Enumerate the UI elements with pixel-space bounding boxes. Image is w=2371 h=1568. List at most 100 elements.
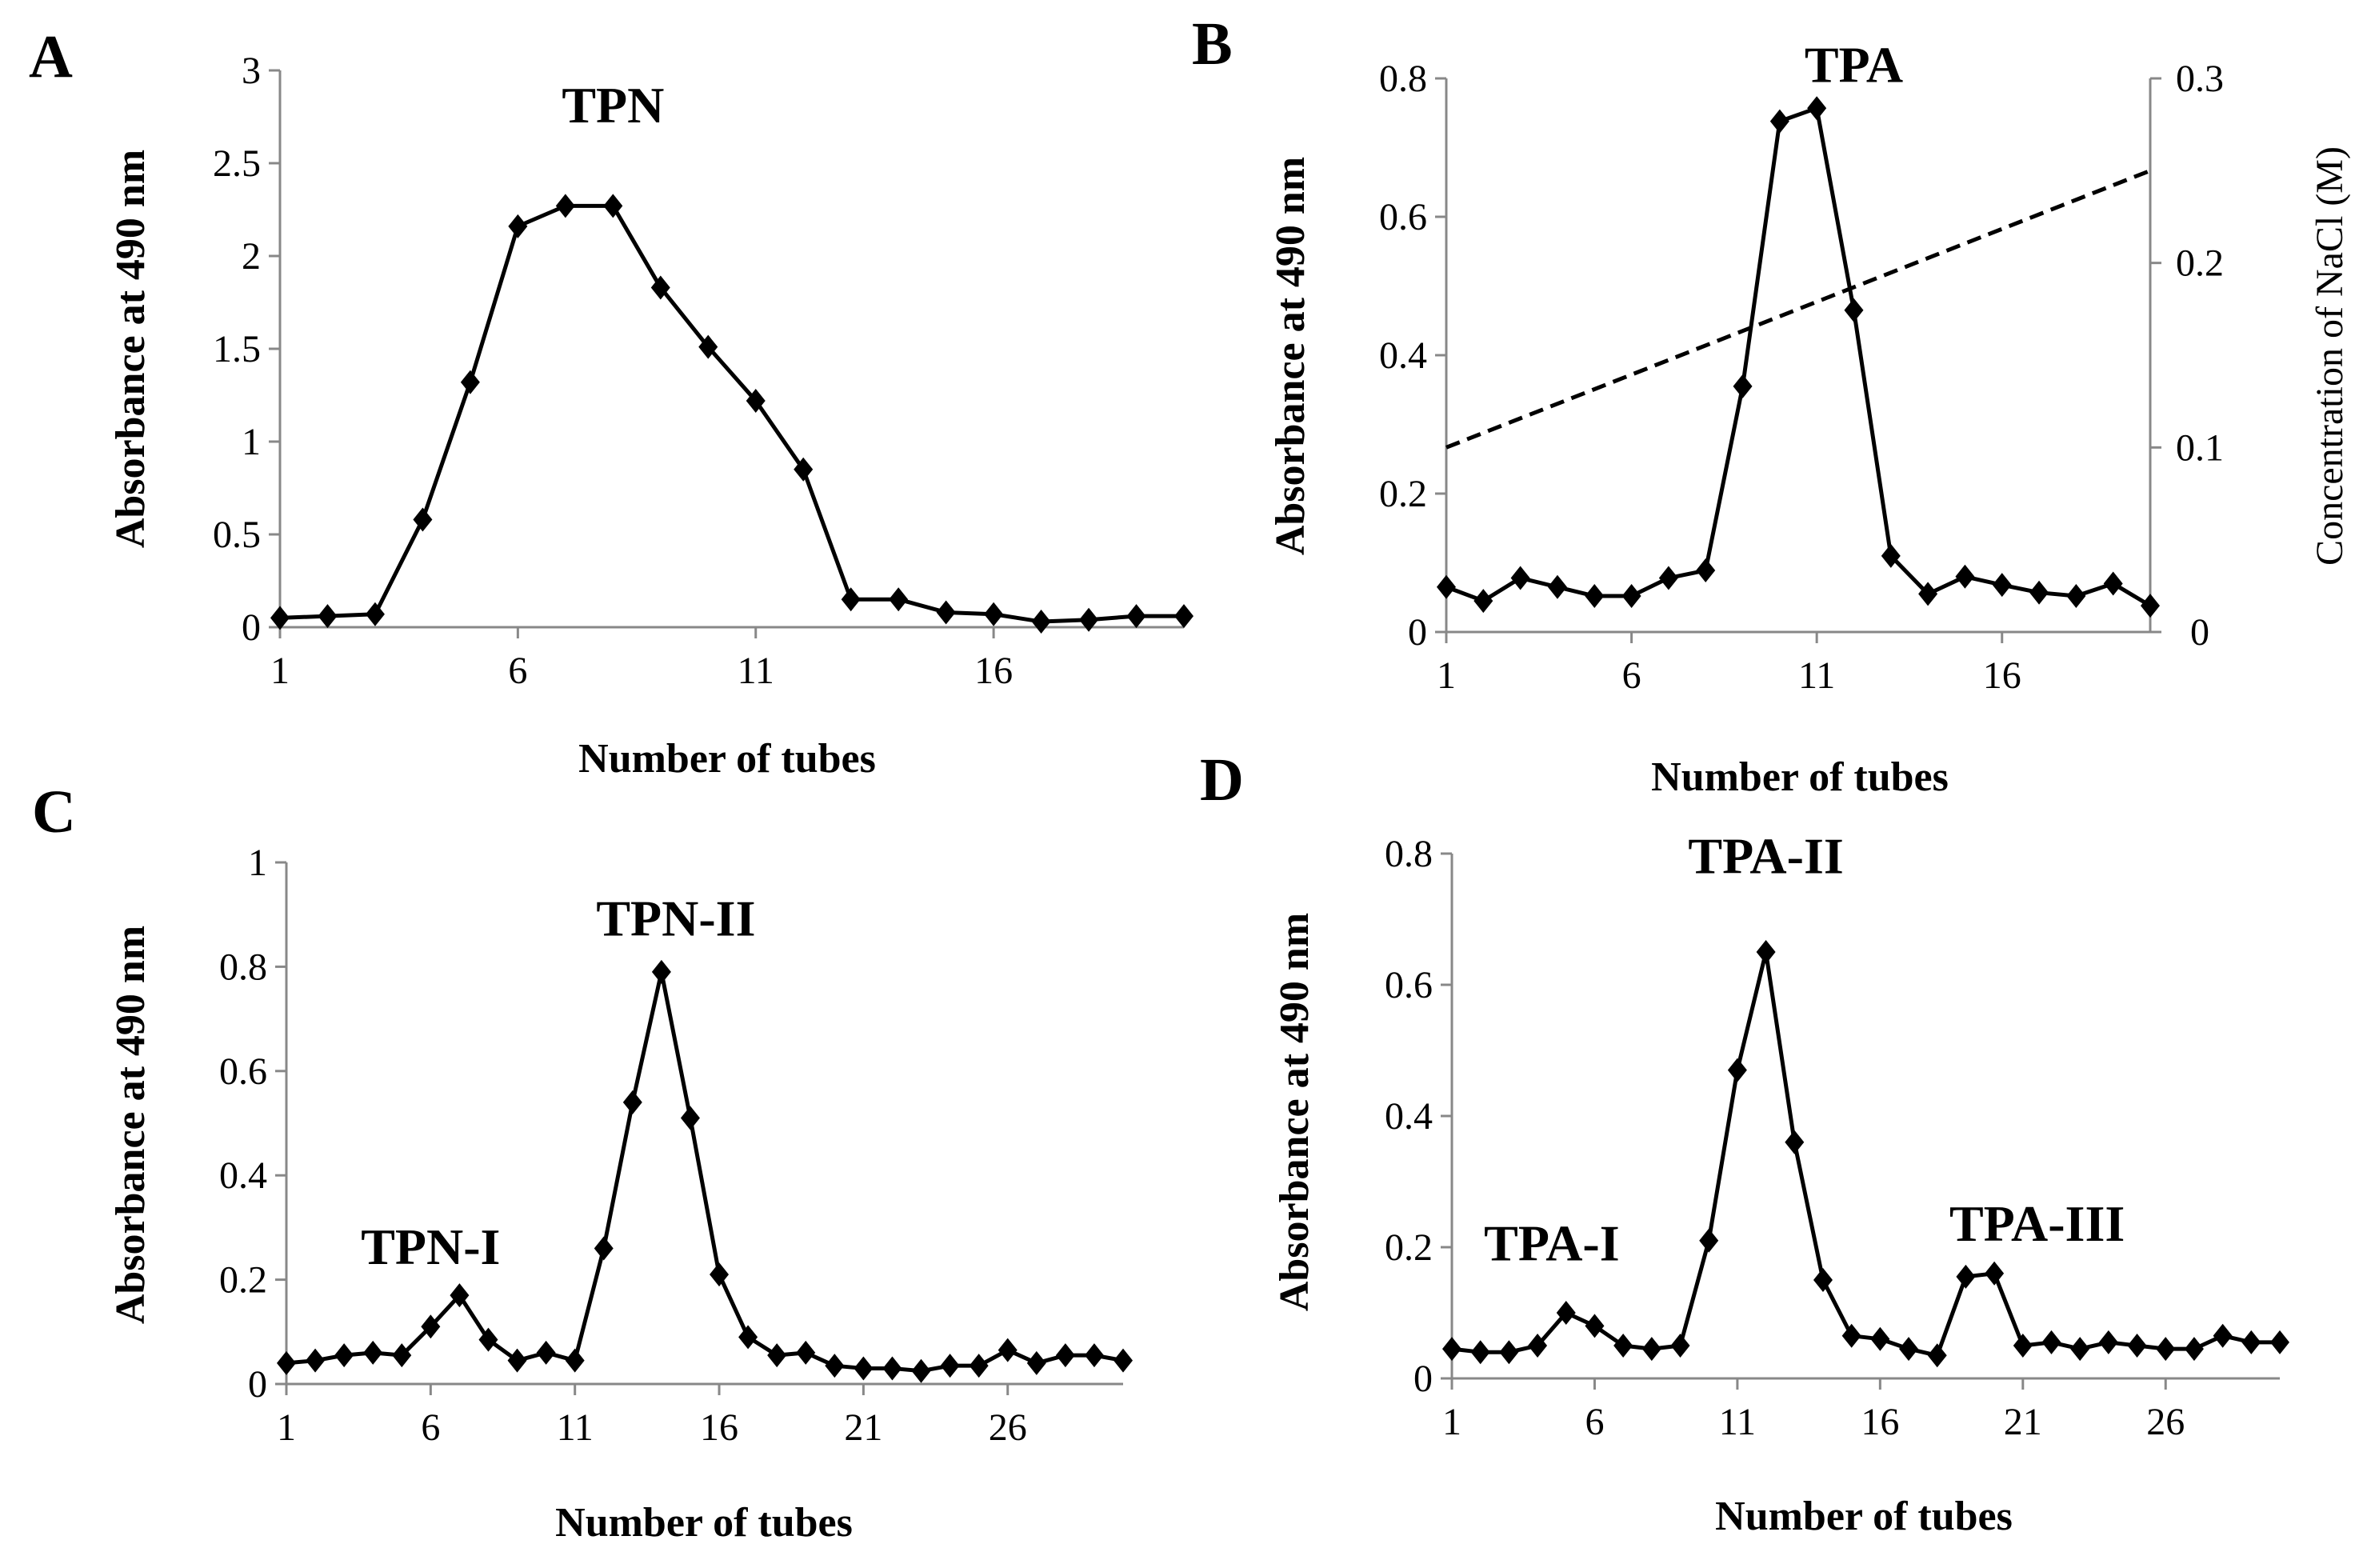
panel-a-data-point [1126, 604, 1146, 629]
panel-c-data-point [1114, 1348, 1133, 1373]
panel-d-xtick-label: 11 [1719, 1401, 1756, 1443]
panel-b-y2tick-label: 0 [2190, 611, 2209, 654]
panel-d-data-point [1699, 1228, 1719, 1253]
panel-b-data-point [1807, 96, 1827, 121]
panel-d-peak-label: TPA-II [1688, 828, 1843, 885]
panel-b-y2tick-label: 0.3 [2176, 58, 2224, 100]
panel-d-xtick-label: 6 [1585, 1401, 1604, 1443]
panel-a-data-point [841, 587, 861, 612]
panel-b-y2tick-label: 0.2 [2176, 242, 2224, 285]
panel-b-label: B [1192, 10, 1233, 78]
panel-b-ytick-label: 0 [1408, 611, 1427, 654]
panel-a-xtick-label: 6 [508, 650, 527, 692]
panel-a-xtick-label: 11 [738, 650, 774, 692]
panel-a-ytick-label: 1.5 [213, 328, 261, 370]
panel-b-data-point [1585, 584, 1605, 609]
panel-a-ytick-label: 2.5 [213, 142, 261, 185]
panel-d-data-point [1442, 1337, 1461, 1362]
panel-c-xtick-label: 16 [700, 1406, 738, 1449]
panel-d-ytick-label: 0.4 [1385, 1095, 1433, 1138]
panel-b-peak-label: TPA [1805, 36, 1903, 93]
panel-a-data-point [555, 194, 575, 218]
panel-d-data-point [1470, 1340, 1490, 1365]
panel-d-xtick-label: 21 [2004, 1401, 2042, 1443]
panel-c-xtick-label: 6 [421, 1406, 440, 1449]
panel-b-data-point [1696, 558, 1716, 583]
panel-d-data-point [1813, 1268, 1833, 1292]
panel-c-ylabel: Absorbance at 490 nm [108, 926, 154, 1324]
panel-c-data-point [998, 1338, 1018, 1362]
panel-a-data-point [1031, 610, 1051, 634]
panel-d-ytick-label: 0.2 [1385, 1226, 1433, 1269]
panel-a-data-point [413, 507, 433, 532]
panel-b-xtick-label: 6 [1622, 654, 1641, 697]
panel-c-data-point [1055, 1343, 1075, 1368]
panel-a-xtick-label: 1 [270, 650, 290, 692]
panel-b-data-point [1844, 298, 1864, 322]
panel-a-data-point [1174, 604, 1193, 629]
panel-c-peak-label: TPN-I [361, 1218, 500, 1275]
panel-d-data-point [1670, 1334, 1690, 1358]
panel-b-xtick-label: 1 [1437, 654, 1456, 697]
panel-b-y2label: Concentration of NaCl (M) [2309, 146, 2351, 566]
panel-c-data-point [1026, 1350, 1046, 1375]
panel-c-ytick-label: 0.2 [219, 1259, 267, 1302]
panel-d-data-point [2156, 1337, 2176, 1362]
panel-d-peak-label: TPA-I [1484, 1214, 1619, 1271]
panel-d-data-point [1756, 940, 1776, 964]
panel-b-nacl-gradient-line [1445, 169, 2151, 450]
panel-d-data-point [1899, 1337, 1919, 1362]
panel-c-data-point [651, 959, 671, 984]
panel-c-data-point [710, 1262, 730, 1287]
panel-d-plot: 00.20.40.60.81 6 11 16 21 26TPA-ITPA-IITPA-II… [1385, 828, 2289, 1443]
panel-d-data-point [1641, 1337, 1661, 1362]
panel-d-data-point [1985, 1261, 2005, 1286]
panel-b-xtick-label: 16 [1983, 654, 2021, 697]
panel-d-peak-label: TPA-III [1949, 1195, 2125, 1252]
panel-d-data-point [1585, 1314, 1605, 1338]
panel-c-data-point [882, 1356, 902, 1381]
panel-d-data-point [2070, 1337, 2090, 1362]
panel-b-data-point [1992, 573, 2012, 598]
panel-c-data-point [594, 1236, 614, 1261]
panel-c-xtick-label: 11 [557, 1406, 594, 1449]
panel-a-data-point [508, 214, 528, 238]
panel-d-data-point [2241, 1330, 2261, 1354]
panel-b-ytick-label: 0.2 [1379, 473, 1427, 515]
panel-c-data-point [306, 1348, 326, 1373]
panel-b-data-point [1510, 566, 1530, 590]
panel-a-xtick-label: 16 [974, 650, 1013, 692]
panel-d-data-point [1841, 1323, 1861, 1348]
panel-b-ytick-label: 0.8 [1379, 58, 1427, 100]
panel-a-ytick-label: 1 [242, 421, 261, 463]
panel-b-data-point [1733, 374, 1753, 398]
panel-a-peak-label: TPN [562, 77, 664, 134]
panel-b-data-point [1658, 566, 1678, 590]
panel-c-data-point [334, 1343, 354, 1368]
panel-c-data-point [969, 1354, 989, 1378]
panel-d-xtick-label: 1 [1442, 1401, 1461, 1443]
panel-c-data-point [825, 1354, 845, 1378]
panel-d-data-point [2041, 1330, 2061, 1354]
panel-b-y2tick-label: 0.1 [2176, 426, 2224, 469]
panel-a-data-point [365, 602, 385, 626]
panel-d-data-point [2127, 1334, 2147, 1358]
panel-d-data-point [2213, 1323, 2233, 1348]
panel-d-data-point [2270, 1330, 2289, 1354]
panel-b-xlabel: Number of tubes [1651, 754, 1949, 800]
panel-c-data-point [767, 1343, 787, 1368]
panel-a-xlabel: Number of tubes [578, 736, 876, 782]
panel-a-data-point [889, 587, 909, 612]
panel-c-xlabel: Number of tubes [555, 1500, 853, 1546]
panel-c-data-point [565, 1348, 585, 1373]
panel-c-data-point [940, 1354, 960, 1378]
panel-c-data-point [854, 1356, 874, 1381]
panel-b-data-point [2103, 571, 2123, 596]
panel-c-label: C [32, 778, 76, 846]
panel-b-data-point [1547, 574, 1567, 599]
panel-a-ytick-label: 3 [242, 50, 261, 92]
panel-c-ytick-label: 1 [248, 842, 267, 884]
